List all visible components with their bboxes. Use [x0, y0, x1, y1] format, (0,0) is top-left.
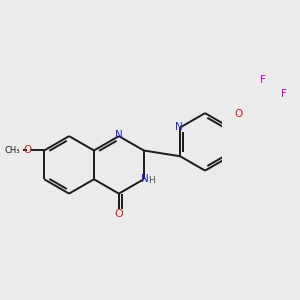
Text: N: N [141, 174, 148, 184]
Text: N: N [115, 130, 123, 140]
Text: H: H [148, 176, 155, 184]
Text: O: O [23, 146, 32, 155]
Text: N: N [175, 122, 183, 133]
Text: F: F [260, 75, 266, 85]
Text: O: O [115, 209, 123, 219]
Text: O: O [234, 109, 243, 119]
Text: CH₃: CH₃ [5, 146, 20, 155]
Text: F: F [281, 89, 286, 99]
